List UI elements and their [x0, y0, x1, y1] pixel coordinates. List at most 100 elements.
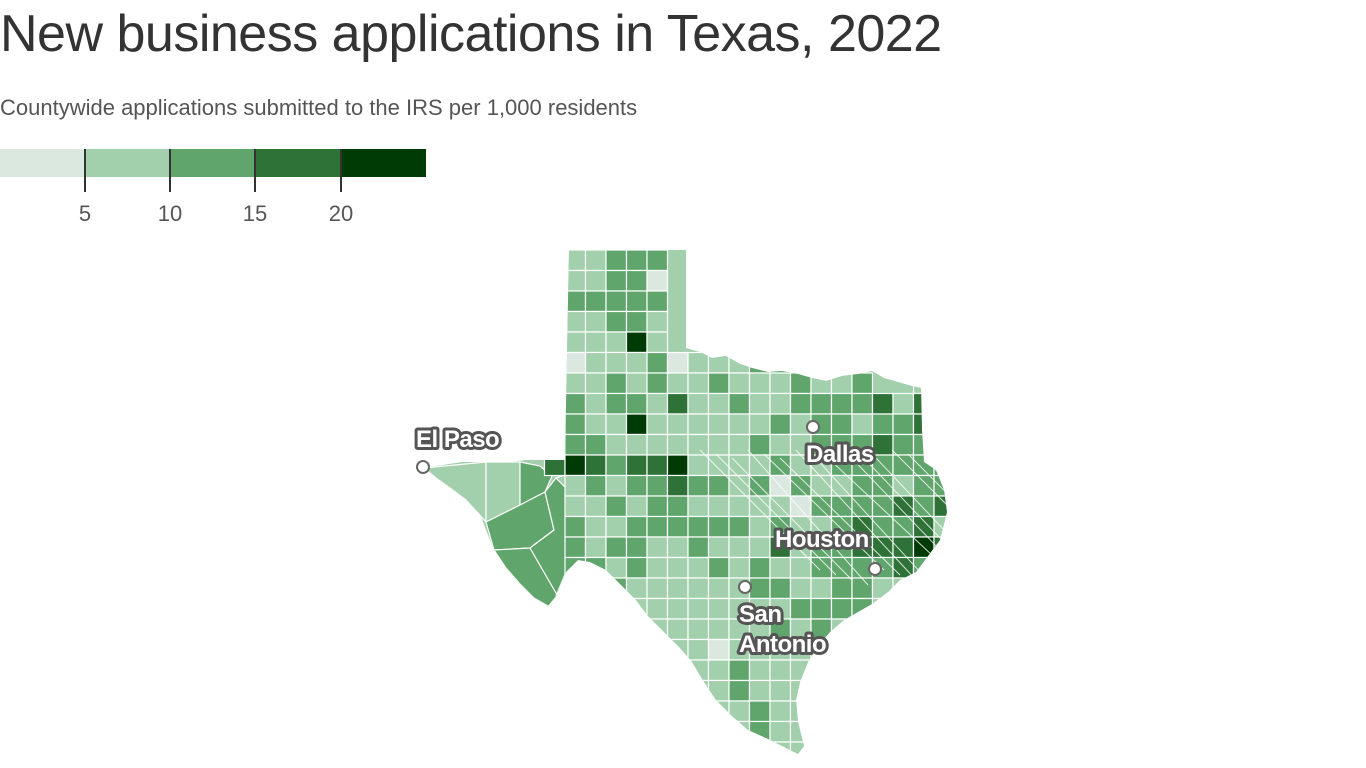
- county-cell: [851, 741, 874, 754]
- county-cell: [728, 700, 751, 723]
- county-cell: [830, 700, 853, 723]
- county-border-line: [795, 449, 917, 581]
- county-cell: [748, 700, 771, 723]
- county-cell: [707, 495, 730, 518]
- county-cell: [769, 392, 792, 415]
- county-cell: [707, 515, 730, 538]
- county-cell: [912, 515, 935, 538]
- legend-swatch-1: [85, 149, 171, 177]
- county-cell: [933, 618, 947, 641]
- county-cell: [1098, 496, 1119, 517]
- county-cell: [933, 597, 947, 620]
- county-cell: [912, 638, 935, 661]
- county-cell: [892, 618, 915, 641]
- county-cell: [625, 597, 648, 620]
- county-cell: [625, 556, 648, 579]
- county-cell: [687, 372, 710, 395]
- county-cell: [830, 392, 853, 415]
- county-cell: [748, 720, 771, 743]
- county-cell: [933, 433, 947, 456]
- county-cell: [625, 454, 648, 477]
- county-cell: [830, 413, 853, 436]
- county-cell: [871, 679, 894, 702]
- legend-tick-label: 10: [157, 201, 183, 226]
- county-cell: [687, 618, 710, 641]
- county-cell: [1078, 496, 1099, 517]
- county-cell: [933, 454, 947, 477]
- county-cell: [769, 556, 792, 579]
- county-cell: [584, 454, 607, 477]
- county-cell: [605, 618, 628, 641]
- county-cell: [687, 556, 710, 579]
- county-cell: [933, 474, 947, 497]
- county-border-line: [939, 449, 947, 586]
- county-cell: [892, 413, 915, 436]
- county-border-line: [811, 453, 933, 586]
- legend-swatch-2: [170, 149, 256, 177]
- county-cell: [851, 679, 874, 702]
- county-cell: [1057, 558, 1078, 579]
- county-cell: [687, 413, 710, 436]
- county-cell: [1016, 558, 1037, 579]
- county-cell: [605, 556, 628, 579]
- county-cell: [728, 433, 751, 456]
- county-cell: [584, 474, 607, 497]
- county-cell: [810, 495, 833, 518]
- county-cell: [564, 577, 587, 600]
- city-marker-san-antonio: San Antonio: [736, 580, 830, 661]
- county-cell: [830, 372, 853, 395]
- county-cell: [892, 454, 915, 477]
- city-dot-icon: [738, 580, 752, 594]
- city-dot-icon: [416, 460, 430, 474]
- county-cell: [646, 474, 669, 497]
- county-cell: [810, 741, 833, 754]
- county-cell: [646, 269, 669, 292]
- city-label: Dallas: [806, 441, 874, 468]
- county-cell: [666, 495, 689, 518]
- county-cell: [1057, 435, 1078, 456]
- city-label: El Paso: [416, 426, 499, 453]
- county-cell: [1078, 455, 1099, 476]
- county-cell: [912, 413, 935, 436]
- county-cell: [955, 476, 976, 497]
- county-cell: [769, 679, 792, 702]
- county-cell: [1037, 578, 1058, 599]
- county-cell: [933, 413, 947, 436]
- county-cell: [728, 351, 751, 374]
- county-cell: [646, 638, 669, 661]
- county-cell: [584, 413, 607, 436]
- county-cell: [584, 495, 607, 518]
- county-cell: [625, 310, 648, 333]
- county-cell: [564, 536, 587, 559]
- county-cell: [707, 372, 730, 395]
- county-cell: [1078, 517, 1099, 538]
- county-cell: [1016, 455, 1037, 476]
- county-cell: [666, 433, 689, 456]
- county-cell: [666, 372, 689, 395]
- county-cell: [1078, 476, 1099, 497]
- county-cell: [851, 597, 874, 620]
- county-cell: [564, 433, 587, 456]
- city-label: San: [739, 601, 782, 628]
- county-cell: [687, 659, 710, 682]
- county-cell: [1119, 496, 1140, 517]
- county-cell: [789, 741, 812, 754]
- county-cell: [955, 619, 976, 640]
- county-cell: [975, 496, 996, 517]
- county-cell: [728, 679, 751, 702]
- county-cell: [666, 536, 689, 559]
- county-cell: [707, 679, 730, 702]
- county-cell: [955, 414, 976, 435]
- county-cell: [564, 351, 587, 374]
- county-cell: [687, 700, 710, 723]
- county-cell: [666, 618, 689, 641]
- county-cell: [1016, 599, 1037, 620]
- county-cell: [748, 679, 771, 702]
- legend-tick-label: 20: [328, 201, 354, 226]
- county-cell: [728, 515, 751, 538]
- county-cell: [584, 515, 607, 538]
- county-cell: [912, 474, 935, 497]
- county-cell: [851, 659, 874, 682]
- county-cell: [646, 495, 669, 518]
- county-cell: [687, 720, 710, 743]
